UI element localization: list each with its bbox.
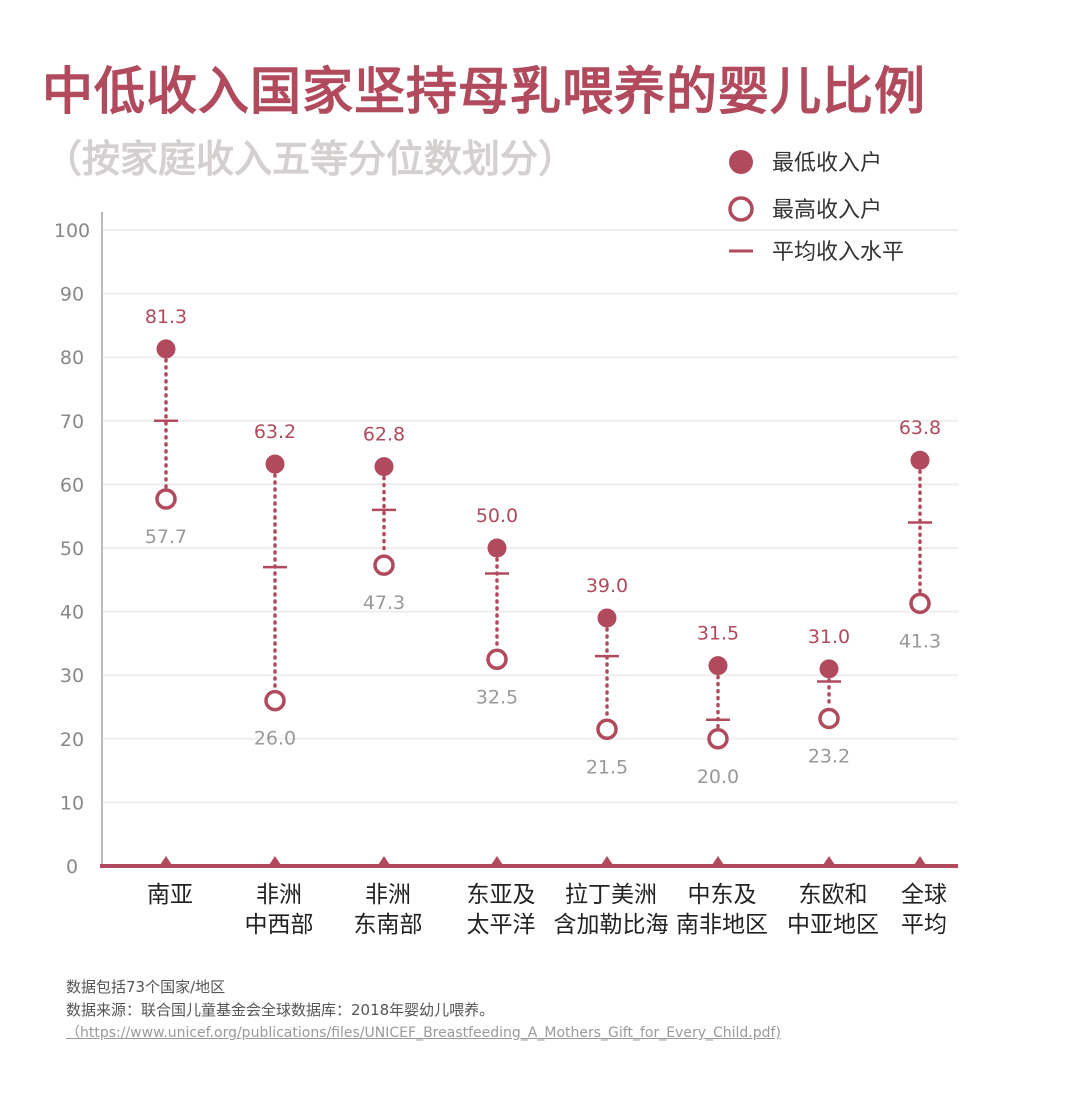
y-tick-label: 40 — [60, 602, 84, 624]
x-category-label: 中亚地区 — [787, 912, 879, 938]
y-tick-label: 20 — [60, 729, 84, 751]
legend-highest-marker — [728, 196, 754, 222]
lowest-income-point — [487, 538, 507, 558]
lowest-income-label: 31.0 — [808, 626, 850, 648]
x-category-label: 东南部 — [354, 912, 423, 938]
lowest-income-label: 81.3 — [145, 306, 187, 328]
x-tick-marker — [601, 856, 613, 865]
x-tick-marker — [491, 856, 503, 865]
x-category-label: 中东及 — [688, 882, 757, 908]
x-tick-marker — [378, 856, 390, 865]
lowest-income-label: 62.8 — [363, 424, 405, 446]
x-category-label: 全球 — [901, 882, 947, 908]
x-category-label: 南非地区 — [676, 912, 768, 938]
chart-subtitle: （按家庭收入五等分位数划分） — [44, 137, 577, 181]
highest-income-point — [707, 728, 729, 750]
highest-income-point — [909, 592, 931, 615]
x-tick-marker — [712, 856, 724, 865]
lowest-income-label: 63.8 — [899, 417, 941, 439]
x-category-label: 东亚及 — [467, 882, 536, 908]
lowest-income-label: 50.0 — [476, 505, 518, 527]
footnotes: 数据包括73个国家/地区 数据来源：联合国儿童基金会全球数据库：2018年婴幼儿… — [66, 976, 781, 1045]
highest-income-label: 26.0 — [254, 728, 296, 750]
lowest-income-point — [265, 454, 285, 474]
x-category-label: 含加勒比海 — [554, 912, 669, 938]
x-tick-marker — [823, 856, 835, 865]
x-category-label: 南亚 — [147, 882, 193, 908]
highest-income-point — [596, 718, 618, 741]
x-category-label: 中西部 — [245, 912, 314, 938]
highest-income-point — [818, 707, 840, 730]
lowest-income-point — [374, 457, 394, 477]
y-tick-label: 30 — [60, 665, 84, 687]
y-tick-label: 100 — [54, 220, 90, 242]
highest-income-point — [486, 648, 508, 671]
x-category-label: 拉丁美洲 — [565, 882, 657, 908]
highest-income-label: 41.3 — [899, 630, 941, 652]
x-category-label: 非洲 — [256, 882, 302, 908]
y-tick-label: 50 — [60, 538, 84, 560]
lowest-income-point — [708, 656, 728, 676]
chart-title: 中低收入国家坚持母乳喂养的婴儿比例 — [42, 63, 927, 122]
x-tick-marker — [269, 856, 281, 865]
x-tick-marker — [914, 856, 926, 865]
lowest-income-label: 31.5 — [697, 623, 739, 645]
x-category-label: 非洲 — [365, 882, 411, 908]
y-tick-label: 80 — [60, 347, 84, 369]
x-category-label: 东欧和 — [799, 882, 868, 908]
note-coverage: 数据包括73个国家/地区 — [66, 978, 226, 996]
note-source: 数据来源：联合国儿童基金会全球数据库：2018年婴幼儿喂养。 — [66, 1001, 495, 1019]
highest-income-label: 57.7 — [145, 526, 187, 548]
y-tick-label: 10 — [60, 792, 84, 814]
legend-lowest-marker — [729, 150, 753, 174]
highest-income-label: 21.5 — [586, 756, 628, 778]
lowest-income-point — [819, 659, 839, 679]
lowest-income-label: 63.2 — [254, 421, 296, 443]
highest-income-point — [155, 488, 177, 510]
highest-income-point — [373, 554, 395, 576]
legend-label: 最低收入户 — [772, 151, 882, 176]
x-category-label: 太平洋 — [467, 912, 536, 938]
highest-income-label: 20.0 — [697, 766, 739, 788]
y-tick-label: 0 — [66, 856, 78, 878]
highest-income-label: 23.2 — [808, 745, 850, 767]
y-tick-label: 90 — [60, 284, 84, 306]
lowest-income-point — [597, 608, 617, 628]
y-tick-label: 60 — [60, 474, 84, 496]
highest-income-label: 32.5 — [476, 686, 518, 708]
x-category-label: 平均 — [901, 912, 947, 938]
legend-label: 平均收入水平 — [772, 240, 904, 265]
lowest-income-point — [910, 450, 930, 470]
highest-income-label: 47.3 — [363, 592, 405, 614]
highest-income-point — [264, 689, 286, 712]
lowest-income-label: 39.0 — [586, 575, 628, 597]
source-url-link[interactable]: （https://www.unicef.org/publications/fil… — [66, 1025, 781, 1041]
lowest-income-point — [156, 339, 176, 359]
legend-label: 最高收入户 — [772, 198, 882, 223]
x-tick-marker — [160, 856, 172, 865]
y-tick-label: 70 — [60, 411, 84, 433]
